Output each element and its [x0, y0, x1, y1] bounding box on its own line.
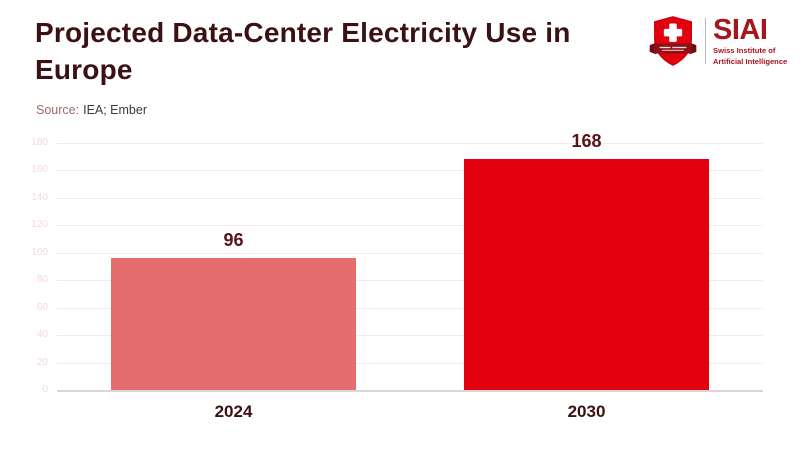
bar-2030 — [464, 159, 709, 390]
x-axis-label: 2030 — [567, 402, 606, 421]
y-tick-label: 0 — [42, 384, 48, 395]
logo-acronym: SIAI — [713, 14, 768, 47]
bar-value-label: 96 — [223, 230, 244, 251]
gridline — [57, 170, 763, 172]
gridline — [57, 335, 763, 337]
bar-value-label: 168 — [571, 131, 602, 152]
gridline — [57, 280, 763, 282]
source-label: Source: — [36, 103, 80, 117]
gridline — [57, 225, 763, 227]
y-tick-label: 100 — [31, 246, 48, 258]
y-tick-label: 160 — [31, 164, 48, 176]
bar-2024 — [111, 258, 356, 390]
y-tick-label: 40 — [36, 329, 48, 341]
y-tick-label: 20 — [36, 356, 48, 368]
x-axis-baseline — [57, 389, 763, 392]
logo-text: SIAI Swiss Institute of Artificial Intel… — [713, 16, 787, 66]
source-value: IEA; Ember — [83, 103, 148, 117]
y-tick-label: 140 — [31, 191, 48, 203]
page-title: Projected Data-Center Electricity Use in… — [35, 17, 571, 85]
gridline — [57, 143, 763, 144]
gridline — [57, 252, 763, 254]
gridline — [57, 362, 763, 364]
logo-name-line1: Swiss Institute of — [713, 46, 776, 56]
logo-name-line2: Artificial Intelligence — [713, 56, 788, 66]
swiss-shield-icon — [649, 16, 697, 66]
logo-divider — [705, 18, 706, 64]
siai-logo: SIAI Swiss Institute of Artificial Intel… — [648, 13, 787, 69]
x-axis-label: 2024 — [214, 402, 253, 421]
y-tick-label: 180 — [31, 137, 48, 148]
source-line: Source: IEA; Ember — [36, 103, 147, 117]
gridline — [57, 307, 763, 309]
y-tick-label: 120 — [31, 219, 48, 231]
gridline — [57, 197, 763, 199]
y-tick-label: 80 — [36, 274, 48, 286]
y-tick-label: 60 — [36, 301, 48, 313]
